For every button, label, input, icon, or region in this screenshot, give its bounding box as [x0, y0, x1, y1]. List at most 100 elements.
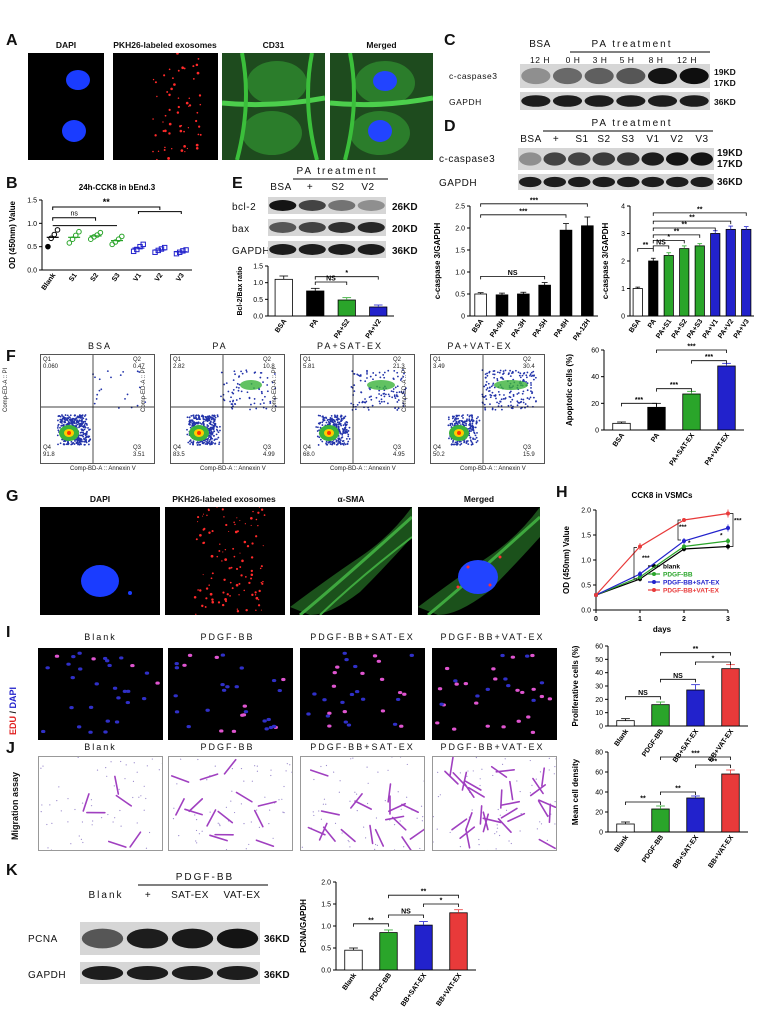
pore: [250, 821, 252, 823]
legend-label: PDGF-BB+VAT-EX: [663, 588, 720, 595]
flow-event: [59, 426, 61, 429]
pore: [374, 843, 377, 846]
bar: [616, 720, 635, 727]
flow-event: [192, 443, 194, 446]
flow-event: [471, 422, 474, 425]
exosome-dot: [262, 545, 264, 547]
flow-event: [216, 415, 219, 418]
blot-band: [567, 152, 591, 166]
flow-event: [451, 415, 454, 418]
nucleus: [76, 725, 82, 729]
blot-band: [328, 222, 356, 233]
flow-event: [76, 415, 79, 418]
nucleus: [501, 725, 506, 729]
x-tick-label: Blank: [341, 972, 358, 992]
exosome-dot: [195, 143, 199, 147]
exosome-dot: [199, 133, 202, 136]
nucleus: [342, 709, 348, 714]
exosome-dot: [188, 105, 190, 107]
exosome-dot: [185, 101, 189, 105]
flow-event: [208, 436, 210, 439]
exosome-dot: [205, 587, 209, 590]
pore: [406, 796, 408, 798]
migrated-cell: [384, 815, 405, 821]
migrated-cell: [199, 773, 219, 781]
flow-event: [380, 394, 383, 397]
pore: [497, 808, 499, 811]
flow-event: [72, 417, 74, 420]
flow-event: [269, 402, 272, 404]
flow-event: [474, 426, 477, 429]
flow-event: [76, 423, 79, 426]
significance-bracket: [633, 547, 637, 580]
migrated-cell: [129, 831, 142, 848]
flow-event: [498, 371, 501, 374]
significance-label: NS: [673, 673, 683, 680]
pore: [433, 841, 434, 843]
flow-event: [57, 419, 59, 422]
pore: [243, 780, 245, 782]
blot-band: [616, 176, 640, 188]
nucleus: [126, 689, 131, 693]
flow-event: [504, 369, 507, 372]
flow-event: [394, 386, 397, 389]
exosome-dot: [209, 592, 213, 596]
nucleus: [91, 657, 96, 661]
flow-event: [336, 418, 339, 421]
flow-event: [458, 419, 461, 422]
flow-event: [201, 414, 204, 417]
flow-event: [318, 422, 321, 425]
flow-event: [327, 441, 330, 444]
migrated-cell: [409, 828, 424, 840]
flow-event: [332, 421, 334, 424]
y-tick-label: 1.0: [455, 270, 465, 277]
nucleus: [325, 714, 331, 718]
data-point: [158, 246, 165, 252]
x-tick-label: 3: [726, 616, 730, 623]
a-pkh26-image: [113, 53, 218, 160]
flow-event: [215, 433, 218, 436]
flow-event: [84, 436, 87, 439]
nucleus: [54, 654, 60, 658]
flow-event: [321, 421, 324, 424]
pore: [268, 823, 270, 825]
flow-event: [394, 397, 397, 400]
pore: [96, 769, 99, 771]
nucleus: [500, 653, 505, 658]
blot-band: [216, 928, 259, 949]
flow-event: [80, 431, 83, 434]
x-tick-label: PA-0H: [489, 318, 506, 339]
exosome-dot: [228, 567, 231, 570]
exosome-dot: [162, 130, 165, 133]
pore: [120, 760, 122, 763]
flow-event: [98, 389, 101, 392]
exosome-dot: [222, 591, 225, 594]
k-kd-1: 36KD: [264, 934, 290, 945]
pore: [540, 823, 543, 825]
flow-event: [209, 420, 212, 423]
flow-event: [77, 421, 80, 424]
flow-event: [447, 416, 450, 419]
flow-event: [366, 369, 368, 372]
flow-event: [339, 423, 342, 425]
exosome-dot: [260, 565, 263, 568]
pore: [312, 811, 314, 813]
flow-event: [516, 404, 519, 407]
nucleus: [474, 701, 479, 705]
flow-event: [236, 382, 239, 385]
flow-event: [122, 370, 125, 373]
nucleus: [174, 666, 180, 670]
pore: [81, 802, 84, 804]
pore: [387, 769, 389, 771]
blot-band: [518, 176, 542, 188]
flow-event: [213, 423, 216, 426]
pore: [519, 790, 521, 793]
flow-event: [258, 388, 261, 391]
flow-event: [211, 433, 214, 435]
flow-event: [496, 379, 499, 382]
nucleus: [125, 700, 131, 705]
exosome-dot: [257, 604, 261, 607]
x-tick-label: BB+SAT-EX: [672, 834, 700, 870]
pore: [363, 826, 365, 828]
flow-event: [203, 418, 206, 421]
